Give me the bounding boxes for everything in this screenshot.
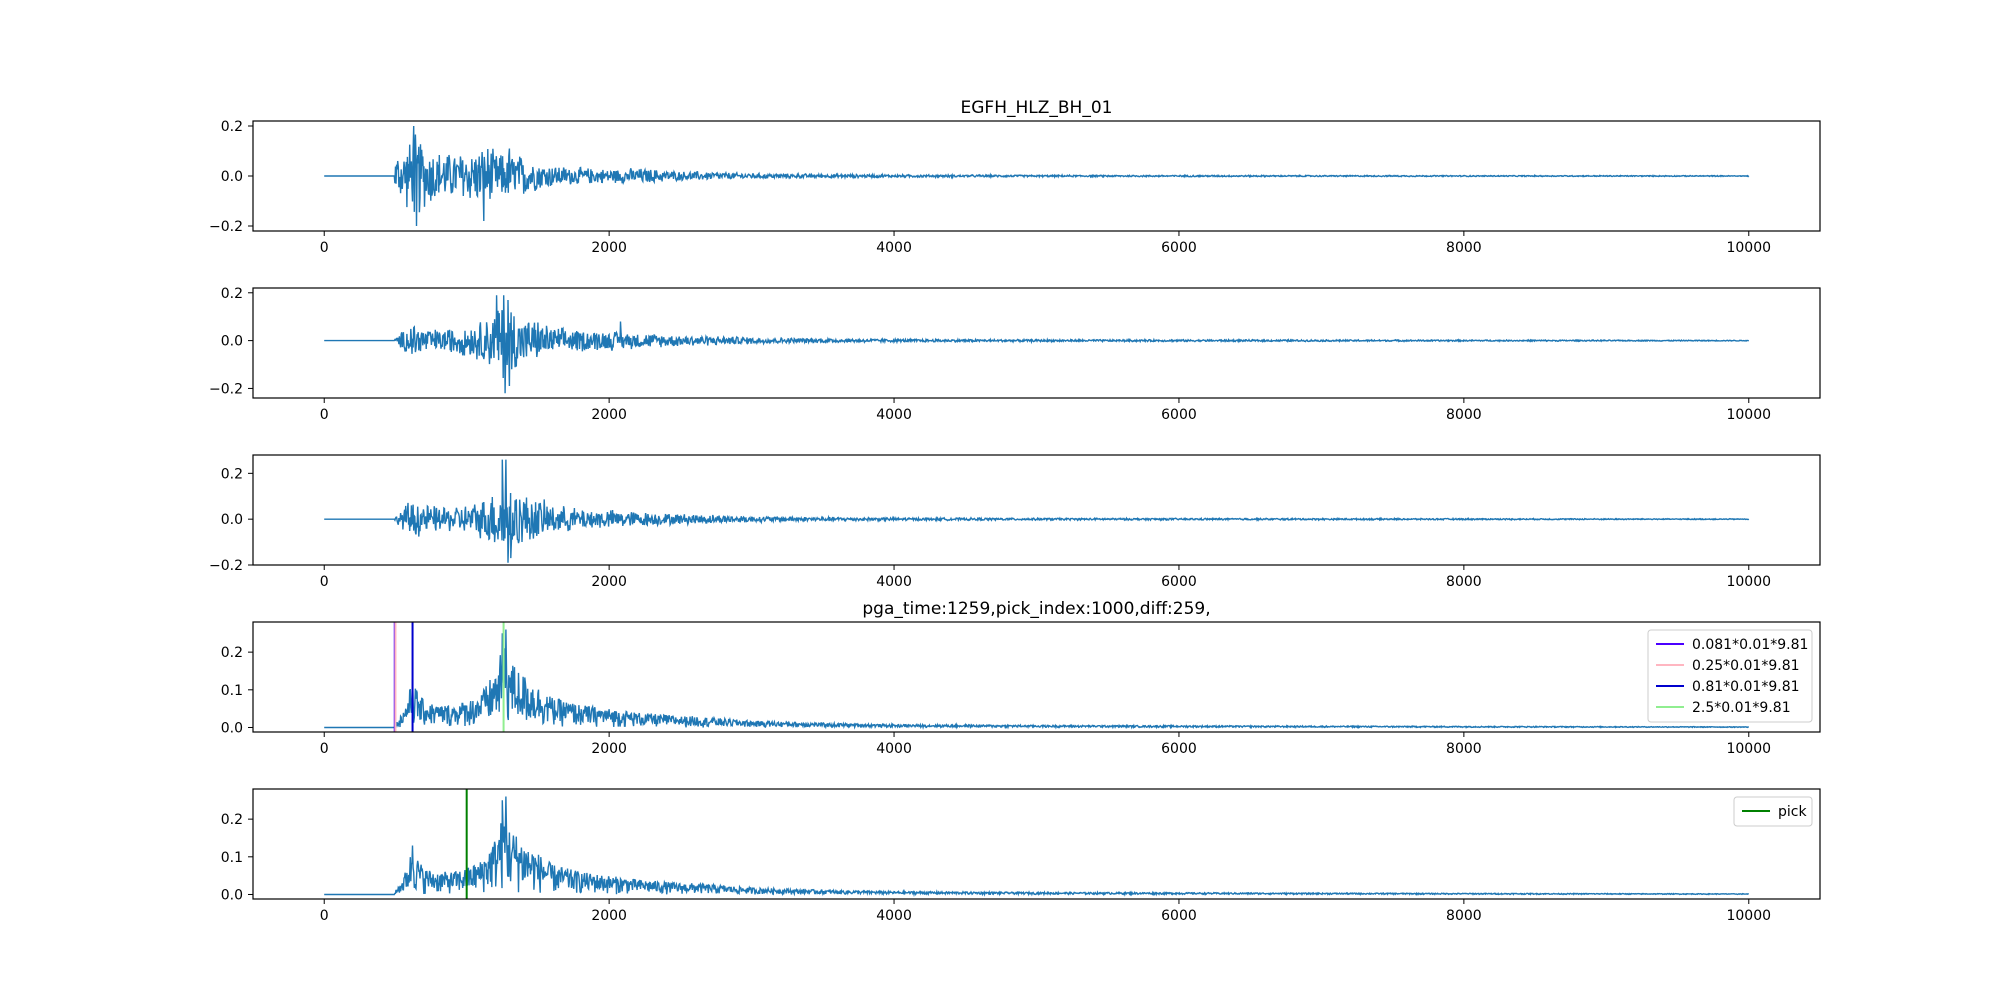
y-tick-label: −0.2	[209, 219, 243, 235]
x-tick-label: 10000	[1726, 908, 1771, 924]
y-tick-label: 0.0	[221, 720, 243, 736]
x-tick-label: 4000	[876, 407, 912, 423]
x-tick-label: 6000	[1161, 240, 1197, 256]
x-tick-label: 6000	[1161, 908, 1197, 924]
series-line-1	[324, 796, 1749, 898]
y-tick-label: 0.2	[221, 466, 243, 482]
legend-label: 2.5*0.01*9.81	[1692, 700, 1791, 716]
y-tick-label: 0.1	[221, 850, 243, 866]
chart-panel-4: pga_time:1259,pick_index:1000,diff:259, 0…	[221, 599, 1821, 757]
x-tick-label: 10000	[1726, 240, 1771, 256]
x-tick-label: 4000	[876, 240, 912, 256]
plot-area	[324, 622, 1749, 732]
y-tick-label: 0.2	[221, 119, 243, 135]
axes-frame	[252, 287, 1821, 399]
y-tick-label: 0.1	[221, 683, 243, 699]
legend: 0.081*0.01*9.81 0.25*0.01*9.81 0.81*0.01*9…	[1647, 629, 1813, 723]
legend-box	[1647, 629, 1813, 723]
chart-panel-3: 0 2000 4000 6000 8000 10000 −0.2 0.0 0.2	[209, 454, 1821, 590]
y-tick-label: 0.0	[221, 512, 243, 528]
x-tick-label: 4000	[876, 574, 912, 590]
x-tick-label: 2000	[591, 908, 627, 924]
x-tick-label: 0	[320, 574, 329, 590]
chart-panel-1: EGFH_HLZ_BH_01 0 2000 4000 6000 8000 10000 −0.2…	[209, 98, 1821, 256]
y-tick-label: 0.0	[221, 334, 243, 350]
x-tick-label: 6000	[1161, 574, 1197, 590]
y-tick-label: −0.2	[209, 381, 243, 397]
x-tick-label: 10000	[1726, 741, 1771, 757]
y-tick-label: 0.0	[221, 169, 243, 185]
x-tick-label: 0	[320, 908, 329, 924]
x-tick-label: 10000	[1726, 407, 1771, 423]
legend-label: pick	[1778, 804, 1807, 820]
plot-area	[324, 789, 1749, 899]
plot-area	[324, 125, 1750, 227]
panel-title: pga_time:1259,pick_index:1000,diff:259,	[862, 599, 1210, 619]
x-tick-label: 8000	[1446, 741, 1482, 757]
x-tick-label: 8000	[1446, 240, 1482, 256]
y-tick-label: 0.0	[221, 887, 243, 903]
axes-frame	[252, 621, 1821, 733]
plot-area	[324, 295, 1750, 394]
chart-panel-2: 0 2000 4000 6000 8000 10000 −0.2 0.0 0.2	[209, 286, 1821, 423]
x-tick-label: 10000	[1726, 574, 1771, 590]
y-tick-label: −0.2	[209, 558, 243, 574]
x-tick-label: 8000	[1446, 908, 1482, 924]
x-tick-label: 2000	[591, 741, 627, 757]
legend-label: 0.25*0.01*9.81	[1692, 658, 1800, 674]
x-tick-label: 0	[320, 407, 329, 423]
y-tick-label: 0.2	[221, 286, 243, 302]
legend-label: 0.81*0.01*9.81	[1692, 679, 1800, 695]
panel-title: EGFH_HLZ_BH_01	[961, 98, 1113, 118]
x-tick-label: 6000	[1161, 407, 1197, 423]
legend: pick	[1733, 796, 1813, 827]
legend-box	[1733, 796, 1813, 827]
legend-label: 0.081*0.01*9.81	[1692, 637, 1808, 653]
x-tick-label: 8000	[1446, 574, 1482, 590]
series-line-1	[324, 629, 1749, 730]
x-tick-label: 4000	[876, 741, 912, 757]
x-tick-label: 2000	[591, 407, 627, 423]
series-line-1	[324, 295, 1750, 394]
axes-frame	[252, 454, 1821, 566]
series-line-1	[324, 125, 1750, 227]
y-tick-label: 0.2	[221, 812, 243, 828]
axes-frame	[252, 788, 1821, 900]
x-tick-label: 4000	[876, 908, 912, 924]
x-tick-label: 8000	[1446, 407, 1482, 423]
x-tick-label: 0	[320, 741, 329, 757]
x-tick-label: 0	[320, 240, 329, 256]
x-tick-label: 2000	[591, 240, 627, 256]
x-tick-label: 6000	[1161, 741, 1197, 757]
y-tick-label: 0.2	[221, 645, 243, 661]
x-tick-label: 2000	[591, 574, 627, 590]
plot-area	[324, 459, 1750, 563]
series-line-1	[324, 459, 1750, 563]
chart-panel-5: 0 2000 4000 6000 8000 10000 0.0 0.1 0.2 pick	[221, 788, 1821, 924]
